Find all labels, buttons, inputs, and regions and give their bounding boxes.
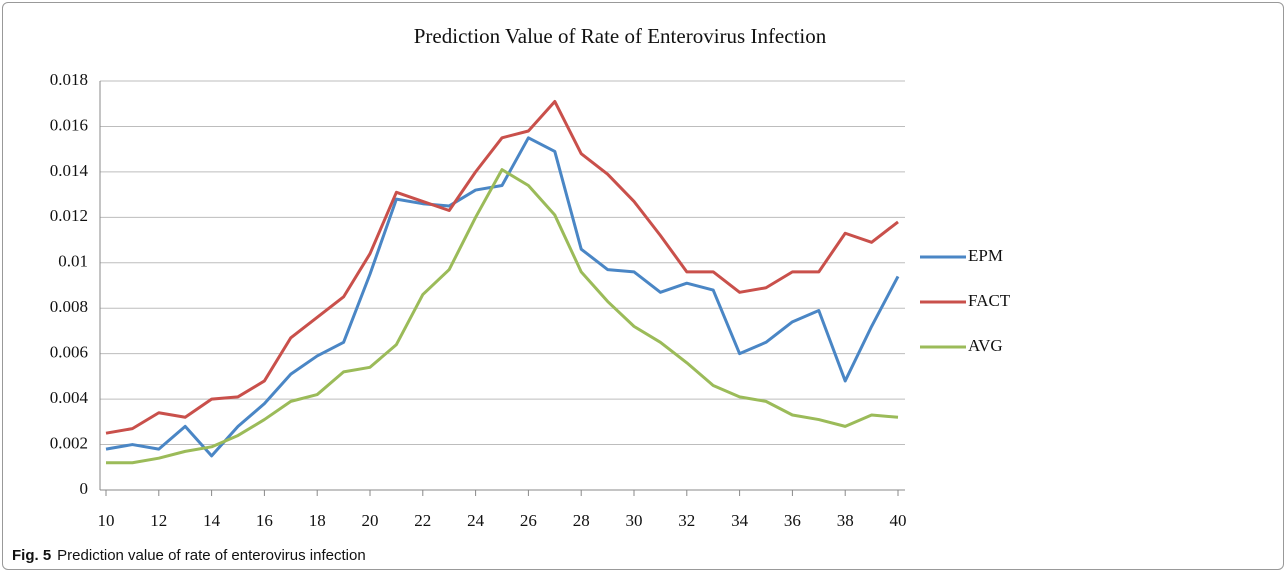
y-tick-label: 0 (80, 479, 89, 498)
x-tick-label: 34 (731, 511, 749, 530)
x-tick-label: 10 (98, 511, 115, 530)
x-tick-label: 38 (837, 511, 854, 530)
x-tick-label: 16 (256, 511, 273, 530)
x-tick-label: 36 (784, 511, 801, 530)
y-tick-label: 0.016 (50, 115, 88, 134)
x-tick-label: 22 (414, 511, 431, 530)
y-tick-label: 0.018 (50, 70, 88, 89)
chart-title: Prediction Value of Rate of Enterovirus … (414, 24, 827, 48)
legend-label: FACT (968, 291, 1011, 310)
caption-text: Prediction value of rate of enterovirus … (57, 547, 366, 564)
y-tick-label: 0.002 (50, 433, 88, 452)
x-tick-label: 18 (309, 511, 326, 530)
caption-label: Fig. 5 (12, 547, 51, 564)
series-line (106, 168, 899, 465)
x-tick-label: 20 (362, 511, 379, 530)
x-tick-label: 32 (678, 511, 695, 530)
y-tick-label: 0.006 (50, 343, 88, 362)
caption: Fig. 5 Prediction value of rate of entero… (12, 547, 366, 564)
x-tick-label: 14 (203, 511, 221, 530)
legend-label: AVG (968, 336, 1003, 355)
legend-label: EPM (968, 246, 1003, 265)
y-tick-label: 0.014 (50, 161, 89, 180)
series-line (105, 99, 899, 435)
x-tick-label: 30 (626, 511, 643, 530)
x-tick-label: 28 (573, 511, 590, 530)
x-tick-label: 12 (150, 511, 167, 530)
series-line (105, 136, 900, 458)
y-tick-label: 0.012 (50, 206, 88, 225)
x-tick-label: 26 (520, 511, 537, 530)
x-tick-label: 24 (467, 511, 485, 530)
y-tick-label: 0.01 (58, 252, 88, 271)
x-tick-label: 40 (890, 511, 907, 530)
y-tick-label: 0.008 (50, 297, 88, 316)
y-tick-label: 0.004 (50, 388, 89, 407)
